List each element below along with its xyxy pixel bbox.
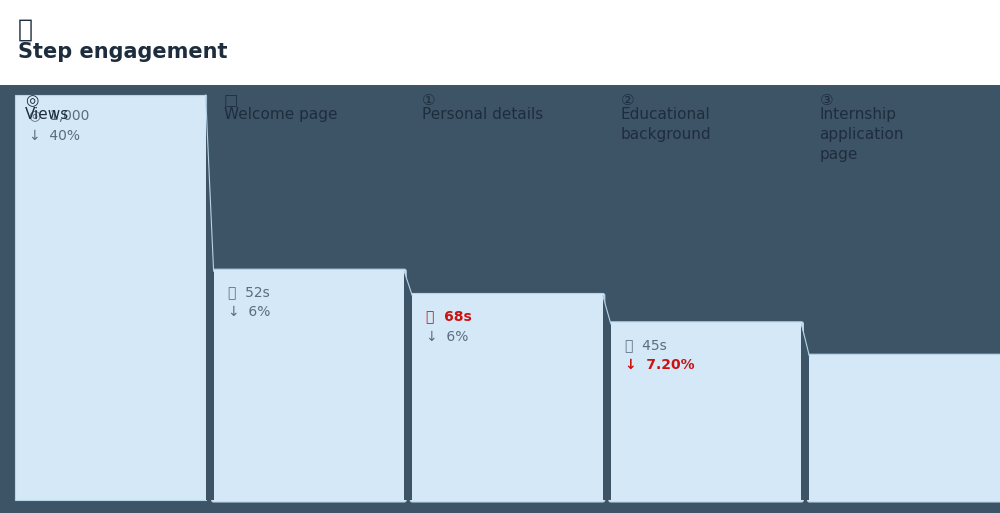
Text: ⏱  68s: ⏱ 68s bbox=[426, 309, 472, 324]
Polygon shape bbox=[603, 295, 611, 500]
Text: Educational
background: Educational background bbox=[621, 107, 711, 142]
Polygon shape bbox=[15, 95, 206, 500]
Bar bbox=[0, 85, 1000, 513]
Text: Internship
application
page: Internship application page bbox=[819, 107, 904, 162]
Text: Personal details: Personal details bbox=[422, 107, 543, 122]
Text: □: □ bbox=[224, 93, 238, 108]
Text: Step engagement: Step engagement bbox=[18, 42, 228, 62]
FancyBboxPatch shape bbox=[410, 293, 605, 502]
Text: Welcome page: Welcome page bbox=[224, 107, 337, 122]
Polygon shape bbox=[404, 271, 412, 500]
FancyBboxPatch shape bbox=[807, 354, 1000, 502]
Text: ③: ③ bbox=[819, 93, 833, 108]
Text: ①: ① bbox=[422, 93, 436, 108]
FancyBboxPatch shape bbox=[609, 322, 803, 502]
Text: ◎  1,000: ◎ 1,000 bbox=[29, 109, 89, 123]
Text: ↓  6%: ↓ 6% bbox=[228, 305, 270, 319]
Text: ↓  6%: ↓ 6% bbox=[426, 329, 469, 344]
Text: ②: ② bbox=[621, 93, 634, 108]
Text: ◎: ◎ bbox=[25, 93, 38, 108]
Text: ↓  7.20%: ↓ 7.20% bbox=[625, 358, 694, 372]
Text: Views: Views bbox=[25, 107, 69, 122]
Text: ⏱  45s: ⏱ 45s bbox=[625, 338, 667, 352]
Text: ⎘: ⎘ bbox=[18, 18, 33, 42]
Polygon shape bbox=[801, 324, 809, 500]
FancyBboxPatch shape bbox=[212, 269, 406, 502]
Polygon shape bbox=[206, 95, 214, 500]
Text: ⏱  52s: ⏱ 52s bbox=[228, 285, 269, 299]
Text: ↓  40%: ↓ 40% bbox=[29, 129, 80, 143]
